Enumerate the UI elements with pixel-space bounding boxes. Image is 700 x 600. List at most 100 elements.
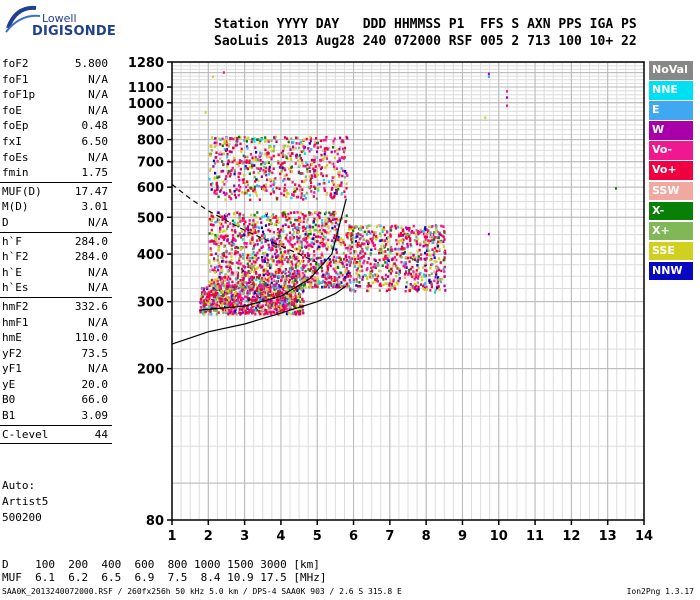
ionogram-echo xyxy=(290,287,293,290)
ionogram-echo xyxy=(220,234,223,238)
ionogram-echo xyxy=(217,299,221,302)
ionogram-echo xyxy=(217,283,220,287)
ionogram-echo xyxy=(319,211,322,215)
ionogram-echo xyxy=(331,179,334,183)
ionogram-echo xyxy=(263,287,266,291)
ionogram-echo xyxy=(256,276,259,279)
ionogram-echo xyxy=(269,290,272,293)
ionogram-echo xyxy=(406,227,409,230)
ionogram-echo xyxy=(292,312,295,315)
ionogram-echo xyxy=(252,246,255,250)
ionogram-echo xyxy=(263,187,266,191)
ionogram-echo xyxy=(417,288,420,291)
ionogram-echo xyxy=(265,173,268,177)
ionogram-echo xyxy=(350,245,354,249)
ionogram-echo xyxy=(310,185,313,188)
ionogram-echo xyxy=(298,286,301,290)
ionogram-echo xyxy=(350,232,353,235)
ionogram-echo xyxy=(321,225,324,229)
ionogram-echo xyxy=(276,295,279,299)
ionogram-echo xyxy=(374,273,377,277)
ionogram-echo xyxy=(216,220,219,223)
ionogram-echo xyxy=(211,298,214,302)
ionogram-echo xyxy=(415,284,418,288)
ionogram-echo xyxy=(285,256,288,259)
ionogram-echo xyxy=(334,277,337,280)
ionogram-echo xyxy=(277,308,280,312)
ionogram-echo xyxy=(279,265,282,269)
ionogram-echo xyxy=(298,307,301,310)
ionogram-echo xyxy=(301,172,304,175)
ionogram-echo xyxy=(205,309,208,313)
ionogram-echo xyxy=(212,159,216,163)
ionogram-echo xyxy=(224,276,227,279)
ionogram-echo xyxy=(271,187,275,191)
ionogram-echo xyxy=(304,227,307,230)
ionogram-echo xyxy=(202,302,205,306)
ionogram-echo xyxy=(274,303,277,306)
ionogram-echo xyxy=(335,256,338,259)
ionogram-echo xyxy=(358,227,361,231)
ionogram-echo xyxy=(274,271,278,274)
ionogram-echo xyxy=(442,245,445,248)
ionogram-echo xyxy=(270,300,273,303)
ionogram-echo xyxy=(356,260,360,264)
ionogram-echo xyxy=(249,285,252,289)
ionogram-echo xyxy=(273,136,276,139)
ionogram-echo xyxy=(245,242,248,245)
ionogram-echo xyxy=(317,189,320,192)
param-separator xyxy=(0,181,112,183)
ionogram-echo xyxy=(242,213,245,217)
ionogram-echo xyxy=(322,157,325,161)
param-name: hmF1 xyxy=(2,315,29,329)
ionogram-echo xyxy=(429,231,432,234)
ionogram-echo xyxy=(252,283,255,286)
ionogram-echo xyxy=(245,287,248,291)
ionogram-echo xyxy=(334,239,337,243)
ionogram-echo xyxy=(409,267,412,271)
ionogram-echo xyxy=(247,299,250,303)
ionogram-echo xyxy=(295,187,299,191)
ionogram-echo xyxy=(424,232,427,236)
ionogram-echo xyxy=(330,150,333,154)
autoscaling-info: Auto: Artist5 500200 xyxy=(2,478,48,526)
ionogram-echo xyxy=(260,162,263,166)
ionogram-echo xyxy=(219,228,222,231)
ionogram-echo xyxy=(287,288,290,292)
ionogram-echo xyxy=(217,285,220,289)
ionogram-echo xyxy=(335,282,338,286)
ionogram-echo xyxy=(299,189,302,192)
ionogram-echo xyxy=(412,253,415,257)
ionogram-echo xyxy=(335,271,338,274)
ionogram-echo xyxy=(228,263,231,267)
ionogram-echo xyxy=(371,241,374,245)
ionogram-echo xyxy=(263,269,266,272)
ionogram-echo xyxy=(227,172,230,175)
ionogram-echo xyxy=(291,263,294,266)
ionogram-echo xyxy=(210,239,213,243)
ionogram-echo xyxy=(414,233,417,236)
ionogram-echo xyxy=(277,245,280,248)
ionogram-echo xyxy=(366,226,369,229)
ionogram-echo xyxy=(266,152,269,155)
ionogram-echo xyxy=(293,256,296,259)
ionogram-echo xyxy=(245,271,248,274)
ionogram-echo xyxy=(417,255,420,258)
ionogram-echo xyxy=(310,163,314,166)
ionogram-echo xyxy=(309,177,312,180)
ionogram-echo xyxy=(238,283,241,287)
ionogram-echo xyxy=(399,255,402,258)
param-row: hmF2 332.6 xyxy=(0,299,112,315)
ionogram-echo xyxy=(386,230,389,233)
ionogram-echo xyxy=(401,229,404,233)
ionogram-echo xyxy=(270,296,273,299)
ionogram-echo xyxy=(399,239,402,242)
ionogram-echo xyxy=(228,139,232,142)
ionogram-echo xyxy=(303,217,306,220)
ionogram-echo xyxy=(297,274,300,278)
ionogram-echo xyxy=(264,183,267,186)
ionogram-echo xyxy=(358,281,361,284)
ionogram-echo xyxy=(273,238,276,242)
ionogram-echo xyxy=(284,250,287,253)
ionogram-echo xyxy=(208,280,211,284)
